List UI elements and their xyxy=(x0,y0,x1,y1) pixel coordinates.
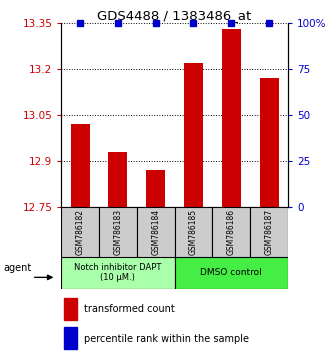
Bar xyxy=(260,78,278,207)
Text: GSM786187: GSM786187 xyxy=(264,209,274,255)
Bar xyxy=(61,207,99,257)
Text: GSM786186: GSM786186 xyxy=(227,209,236,255)
Text: DMSO control: DMSO control xyxy=(200,268,262,277)
Bar xyxy=(64,298,77,320)
Bar xyxy=(99,207,137,257)
Text: agent: agent xyxy=(3,263,31,273)
Bar xyxy=(64,327,77,349)
Bar xyxy=(250,207,288,257)
Text: Notch inhibitor DAPT
(10 μM.): Notch inhibitor DAPT (10 μM.) xyxy=(74,263,162,282)
Text: GSM786185: GSM786185 xyxy=(189,209,198,255)
Bar xyxy=(61,257,175,289)
Bar xyxy=(71,124,90,207)
Bar xyxy=(109,152,127,207)
Text: transformed count: transformed count xyxy=(84,304,175,314)
Bar xyxy=(137,207,175,257)
Bar xyxy=(175,207,213,257)
Bar xyxy=(222,29,241,207)
Text: GSM786183: GSM786183 xyxy=(114,209,122,255)
Bar xyxy=(146,170,165,207)
Text: percentile rank within the sample: percentile rank within the sample xyxy=(84,333,249,343)
Text: GSM786184: GSM786184 xyxy=(151,209,160,255)
Title: GDS4488 / 1383486_at: GDS4488 / 1383486_at xyxy=(97,9,252,22)
Text: GSM786182: GSM786182 xyxy=(75,209,85,255)
Bar xyxy=(184,63,203,207)
Bar xyxy=(213,207,250,257)
Bar xyxy=(175,257,288,289)
